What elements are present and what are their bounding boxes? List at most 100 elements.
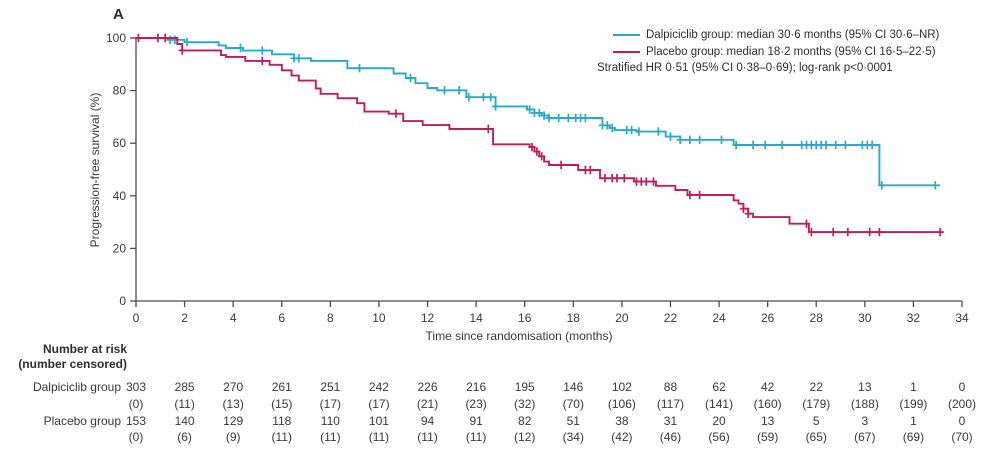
svg-text:129: 129 (223, 414, 243, 428)
svg-text:(160): (160) (754, 397, 782, 411)
svg-text:270: 270 (223, 380, 243, 394)
svg-text:(199): (199) (899, 397, 927, 411)
svg-text:(59): (59) (757, 430, 778, 444)
svg-text:(17): (17) (320, 397, 341, 411)
svg-text:40: 40 (113, 189, 127, 203)
svg-text:(106): (106) (608, 397, 636, 411)
svg-text:101: 101 (369, 414, 389, 428)
svg-text:(23): (23) (465, 397, 486, 411)
svg-text:(11): (11) (466, 430, 486, 444)
legend-item-placebo: Placebo group: median 18·2 months (95% C… (613, 44, 939, 61)
svg-text:(15): (15) (271, 397, 292, 411)
svg-text:(13): (13) (223, 397, 244, 411)
svg-text:110: 110 (321, 414, 340, 428)
svg-text:(46): (46) (660, 430, 681, 444)
svg-text:88: 88 (664, 380, 678, 394)
svg-text:32: 32 (907, 311, 921, 325)
svg-text:(34): (34) (563, 430, 584, 444)
svg-text:(56): (56) (708, 430, 729, 444)
svg-text:6: 6 (278, 311, 285, 325)
svg-text:2: 2 (181, 311, 188, 325)
svg-text:1: 1 (910, 414, 917, 428)
svg-text:242: 242 (369, 380, 389, 394)
svg-text:(0): (0) (129, 430, 144, 444)
svg-text:13: 13 (858, 380, 872, 394)
svg-text:(65): (65) (806, 430, 827, 444)
svg-text:(188): (188) (851, 397, 879, 411)
legend-item-dalpiciclib: Dalpiciclib group: median 30·6 months (9… (613, 27, 939, 44)
svg-text:(11): (11) (174, 397, 194, 411)
svg-text:20: 20 (113, 241, 127, 255)
svg-text:80: 80 (113, 84, 127, 98)
svg-text:146: 146 (563, 380, 583, 394)
svg-text:118: 118 (272, 414, 291, 428)
svg-text:(141): (141) (705, 397, 733, 411)
svg-text:14: 14 (469, 311, 483, 325)
legend: Dalpiciclib group: median 30·6 months (9… (597, 27, 939, 77)
svg-text:30: 30 (858, 311, 872, 325)
svg-text:102: 102 (612, 380, 632, 394)
svg-text:261: 261 (272, 380, 292, 394)
svg-text:12: 12 (421, 311, 435, 325)
svg-text:26: 26 (761, 311, 775, 325)
svg-text:(9): (9) (226, 430, 241, 444)
svg-text:22: 22 (810, 380, 824, 394)
svg-text:153: 153 (126, 414, 146, 428)
svg-text:(11): (11) (272, 430, 292, 444)
svg-text:(0): (0) (129, 397, 144, 411)
risk-table-header-line1: Number at risk (42, 342, 127, 356)
svg-text:100: 100 (106, 31, 126, 45)
hr-annotation: Stratified HR 0·51 (95% CI 0·38–0·69); l… (597, 62, 893, 74)
svg-text:(179): (179) (802, 397, 830, 411)
y-axis-title: Progression-free survival (%) (88, 92, 102, 248)
svg-text:(32): (32) (514, 397, 535, 411)
svg-text:82: 82 (518, 414, 532, 428)
svg-text:(67): (67) (854, 430, 875, 444)
svg-text:4: 4 (230, 311, 237, 325)
svg-text:(70): (70) (951, 430, 972, 444)
svg-text:91: 91 (469, 414, 483, 428)
risk-table-header: Number at risk (number censored) (0, 342, 127, 372)
panel-label: A (113, 6, 124, 23)
svg-text:251: 251 (320, 380, 340, 394)
risk-row-label-placebo: Placebo group (43, 414, 121, 428)
dalpiciclib-line-swatch (613, 34, 640, 37)
svg-text:28: 28 (810, 311, 824, 325)
svg-text:(117): (117) (657, 397, 684, 411)
svg-text:(21): (21) (417, 397, 438, 411)
x-axis-title: Time since randomisation (months) (425, 329, 613, 343)
svg-text:8: 8 (327, 311, 334, 325)
svg-text:(12): (12) (514, 430, 535, 444)
svg-text:20: 20 (712, 414, 726, 428)
svg-text:303: 303 (126, 380, 146, 394)
svg-text:0: 0 (959, 414, 966, 428)
svg-text:3: 3 (861, 414, 868, 428)
svg-text:(200): (200) (948, 397, 976, 411)
svg-text:60: 60 (113, 136, 127, 150)
svg-text:(42): (42) (611, 430, 632, 444)
svg-text:140: 140 (175, 414, 195, 428)
svg-text:195: 195 (515, 380, 535, 394)
svg-text:13: 13 (761, 414, 775, 428)
svg-text:34: 34 (955, 311, 969, 325)
svg-text:285: 285 (175, 380, 195, 394)
svg-text:22: 22 (664, 311, 678, 325)
svg-text:0: 0 (959, 380, 966, 394)
svg-text:(17): (17) (368, 397, 389, 411)
svg-text:51: 51 (567, 414, 581, 428)
risk-row-label-dalpiciclib: Dalpiciclib group (32, 380, 121, 394)
svg-text:10: 10 (372, 311, 386, 325)
svg-text:94: 94 (421, 414, 435, 428)
svg-text:(11): (11) (417, 430, 437, 444)
svg-text:(11): (11) (320, 430, 340, 444)
svg-text:31: 31 (664, 414, 678, 428)
svg-text:16: 16 (518, 311, 532, 325)
legend-label-placebo: Placebo group: median 18·2 months (95% C… (646, 45, 936, 58)
risk-table-header-line2: (number censored) (18, 357, 127, 371)
svg-text:(11): (11) (369, 430, 389, 444)
svg-text:1: 1 (910, 380, 917, 394)
placebo-line-swatch (613, 50, 640, 53)
svg-text:38: 38 (615, 414, 629, 428)
